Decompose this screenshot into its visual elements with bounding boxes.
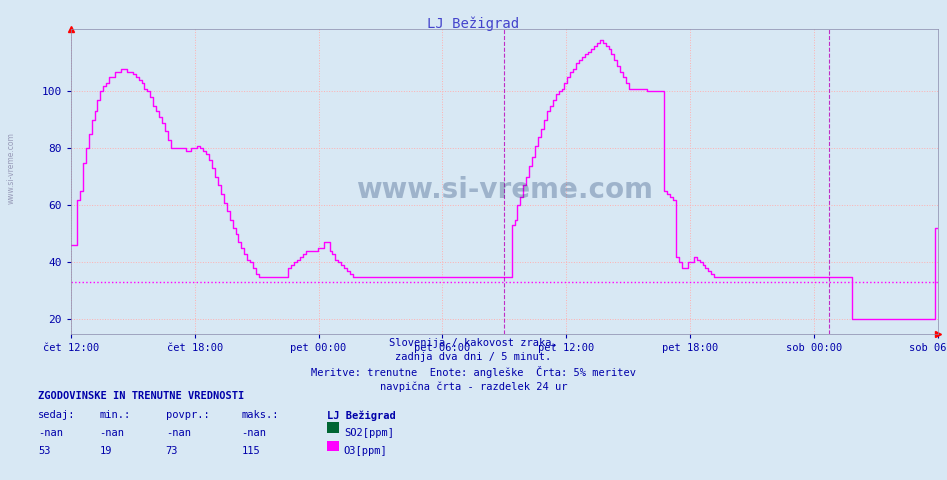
Text: LJ Bežigrad: LJ Bežigrad <box>427 17 520 31</box>
Text: 19: 19 <box>99 446 112 456</box>
Text: O3[ppm]: O3[ppm] <box>344 446 387 456</box>
Text: 53: 53 <box>38 446 50 456</box>
Text: -nan: -nan <box>99 428 124 438</box>
Text: ZGODOVINSKE IN TRENUTNE VREDNOSTI: ZGODOVINSKE IN TRENUTNE VREDNOSTI <box>38 391 244 401</box>
Text: Slovenija / kakovost zraka,
zadnja dva dni / 5 minut.
Meritve: trenutne  Enote: : Slovenija / kakovost zraka, zadnja dva d… <box>311 338 636 392</box>
Text: -nan: -nan <box>241 428 266 438</box>
Text: -nan: -nan <box>166 428 190 438</box>
Text: www.si-vreme.com: www.si-vreme.com <box>356 176 652 204</box>
Text: maks.:: maks.: <box>241 410 279 420</box>
Text: LJ Bežigrad: LJ Bežigrad <box>327 410 396 421</box>
Text: 73: 73 <box>166 446 178 456</box>
Text: -nan: -nan <box>38 428 63 438</box>
Text: povpr.:: povpr.: <box>166 410 209 420</box>
Text: www.si-vreme.com: www.si-vreme.com <box>7 132 16 204</box>
Text: min.:: min.: <box>99 410 131 420</box>
Text: sedaj:: sedaj: <box>38 410 76 420</box>
Text: 115: 115 <box>241 446 260 456</box>
Text: SO2[ppm]: SO2[ppm] <box>344 428 394 438</box>
